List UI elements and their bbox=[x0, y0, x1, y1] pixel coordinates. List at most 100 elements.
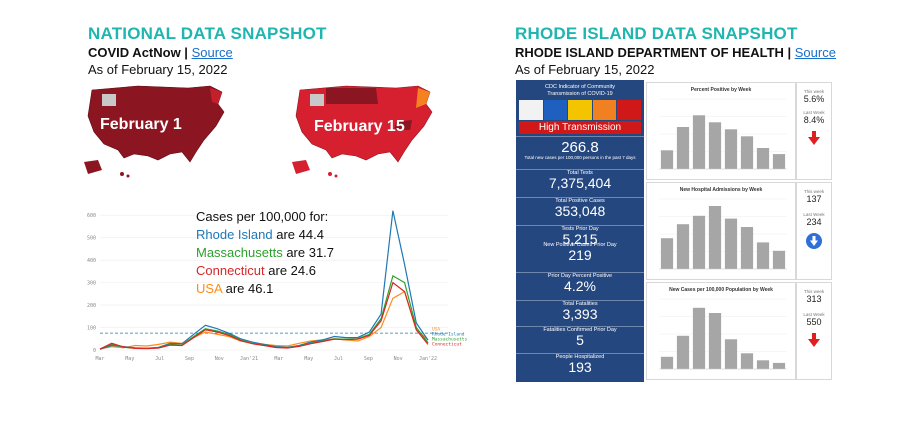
legend-state: Rhode Island bbox=[196, 227, 273, 242]
percent-positive-chart-card: Percent Positive by Week bbox=[646, 82, 796, 180]
stat-total-positive: Total Positive Cases 353,048 bbox=[516, 197, 644, 225]
x-tick-label: Jul bbox=[334, 356, 343, 362]
stat-label: Tests Prior Day bbox=[561, 226, 599, 232]
stat-weekly-cases: 266.8 Total new cases per 100,000 person… bbox=[516, 136, 644, 169]
legend-item-rhode-island: Rhode Island are 44.4 bbox=[196, 226, 334, 244]
x-tick-label: Nov bbox=[215, 356, 224, 362]
bar bbox=[740, 136, 754, 169]
series-line-usa bbox=[99, 290, 429, 350]
this-week-value: 5.6% bbox=[803, 94, 825, 104]
bar bbox=[676, 224, 690, 269]
new-cases-bars bbox=[659, 298, 787, 370]
bar bbox=[660, 238, 674, 269]
chart-title: Percent Positive by Week bbox=[690, 87, 752, 93]
y-tick-label: 200 bbox=[87, 303, 96, 309]
this-week-label: This week bbox=[803, 89, 825, 94]
bar bbox=[724, 218, 738, 269]
chart-title: New Cases per 100,000 Population by Week bbox=[669, 287, 773, 293]
bar bbox=[724, 129, 738, 169]
legend-state: Connecticut bbox=[196, 263, 265, 278]
last-week-label: Last Week bbox=[803, 312, 825, 317]
bar bbox=[692, 215, 706, 269]
legend-value: are 46.1 bbox=[222, 281, 274, 296]
arrow-down-icon bbox=[808, 131, 820, 145]
stat-value: 5,215 bbox=[562, 231, 598, 247]
legend-value: are 24.6 bbox=[264, 263, 316, 278]
series-end-label: USA bbox=[432, 326, 440, 332]
arrow-down-circle-icon bbox=[806, 233, 822, 249]
transmission-scale bbox=[519, 100, 641, 120]
series-line-connecticut bbox=[99, 281, 429, 350]
national-title: NATIONAL DATA SNAPSHOT bbox=[88, 24, 327, 43]
bar bbox=[772, 154, 786, 169]
x-tick-label: Jul bbox=[155, 356, 164, 362]
ri-source-line: RHODE ISLAND DEPARTMENT OF HEALTH | Sour… bbox=[515, 45, 836, 60]
bar bbox=[692, 115, 706, 169]
bar bbox=[724, 339, 738, 370]
side-box-new-cases: This week 313 Last Week 550 bbox=[796, 282, 832, 380]
stat-value: 266.8 bbox=[561, 139, 599, 156]
bar bbox=[756, 360, 770, 370]
stat-value: 3,393 bbox=[562, 306, 598, 322]
series-end-label: Rhode Island bbox=[432, 331, 465, 337]
transmission-level-badge: High Transmission bbox=[519, 121, 641, 134]
stat-note: Total new cases per 100,000 persons in t… bbox=[524, 155, 636, 160]
legend-state: Massachusetts bbox=[196, 245, 283, 260]
map-1-label: February 1 bbox=[100, 116, 182, 133]
hospital-admissions-bars bbox=[659, 198, 787, 270]
ri-title: RHODE ISLAND DATA SNAPSHOT bbox=[515, 24, 798, 43]
y-tick-label: 500 bbox=[87, 236, 96, 242]
bar bbox=[660, 150, 674, 169]
legend-item-connecticut: Connecticut are 24.6 bbox=[196, 262, 334, 280]
y-tick-label: 0 bbox=[93, 348, 96, 354]
x-tick-label: Sep bbox=[185, 356, 194, 362]
this-week-value: 313 bbox=[806, 294, 822, 304]
hospital-admissions-chart-card: New Hospital Admissions by Week bbox=[646, 182, 796, 280]
stat-new-positive: New Positive Cases Prior Day 219 bbox=[516, 242, 644, 268]
bar bbox=[772, 362, 786, 369]
last-week-value: 8.4% bbox=[803, 115, 825, 125]
bar bbox=[692, 307, 706, 370]
national-as-of: As of February 15, 2022 bbox=[88, 62, 228, 77]
us-map-february-1: February 1 bbox=[78, 82, 228, 180]
x-tick-label: Nov bbox=[394, 356, 403, 362]
x-tick-label: Mar bbox=[95, 356, 104, 362]
legend-item-massachusetts: Massachusetts are 31.7 bbox=[196, 244, 334, 262]
ri-stats-panel: CDC Indicator of Community Transmission … bbox=[516, 80, 644, 382]
last-week-value: 234 bbox=[806, 217, 822, 227]
bar bbox=[756, 242, 770, 269]
stat-value: 219 bbox=[568, 247, 592, 263]
series-end-label: Massachusetts bbox=[432, 336, 468, 342]
stat-total-fatalities: Total Fatalities 3,393 bbox=[516, 300, 644, 327]
legend-item-usa: USA are 46.1 bbox=[196, 280, 334, 298]
last-week-label: Last Week bbox=[803, 212, 825, 217]
legend-value: are 44.4 bbox=[272, 227, 324, 242]
ri-source-link[interactable]: Source bbox=[794, 45, 836, 60]
x-tick-label: Jan'22 bbox=[419, 356, 437, 362]
bar bbox=[708, 206, 722, 269]
stat-percent-positive: Prior Day Percent Positive 4.2% bbox=[516, 272, 644, 300]
stat-label: Total Tests bbox=[567, 170, 593, 176]
stat-label: Fatalities Confirmed Prior Day bbox=[543, 327, 617, 333]
stat-fatalities-prior-day: Fatalities Confirmed Prior Day 5 bbox=[516, 326, 644, 353]
national-legend: Cases per 100,000 for: Rhode Island are … bbox=[196, 208, 334, 298]
national-source-link[interactable]: Source bbox=[191, 45, 233, 60]
arrow-down-icon bbox=[808, 333, 820, 347]
national-source-line: COVID ActNow | Source bbox=[88, 45, 233, 60]
this-week-label: This week bbox=[803, 289, 825, 294]
stat-value: 5 bbox=[576, 332, 584, 348]
stat-label: Total Positive Cases bbox=[555, 198, 605, 204]
legend-state: USA bbox=[196, 281, 223, 296]
bar bbox=[676, 127, 690, 169]
stat-label: Total Fatalities bbox=[562, 301, 598, 307]
x-tick-label: May bbox=[304, 356, 313, 362]
stat-tests-prior-day: Tests Prior Day 5,215 bbox=[516, 225, 644, 252]
stat-value: 4.2% bbox=[564, 278, 596, 294]
y-tick-label: 100 bbox=[87, 326, 96, 332]
stat-hospitalized: People Hospitalized 193 bbox=[516, 353, 644, 382]
chart-title: New Hospital Admissions by Week bbox=[679, 187, 763, 193]
ri-as-of: As of February 15, 2022 bbox=[515, 62, 655, 77]
cdc-header: CDC Indicator of Community Transmission … bbox=[545, 84, 615, 97]
bar bbox=[660, 356, 674, 370]
stat-total-tests: Total Tests 7,375,404 bbox=[516, 169, 644, 197]
